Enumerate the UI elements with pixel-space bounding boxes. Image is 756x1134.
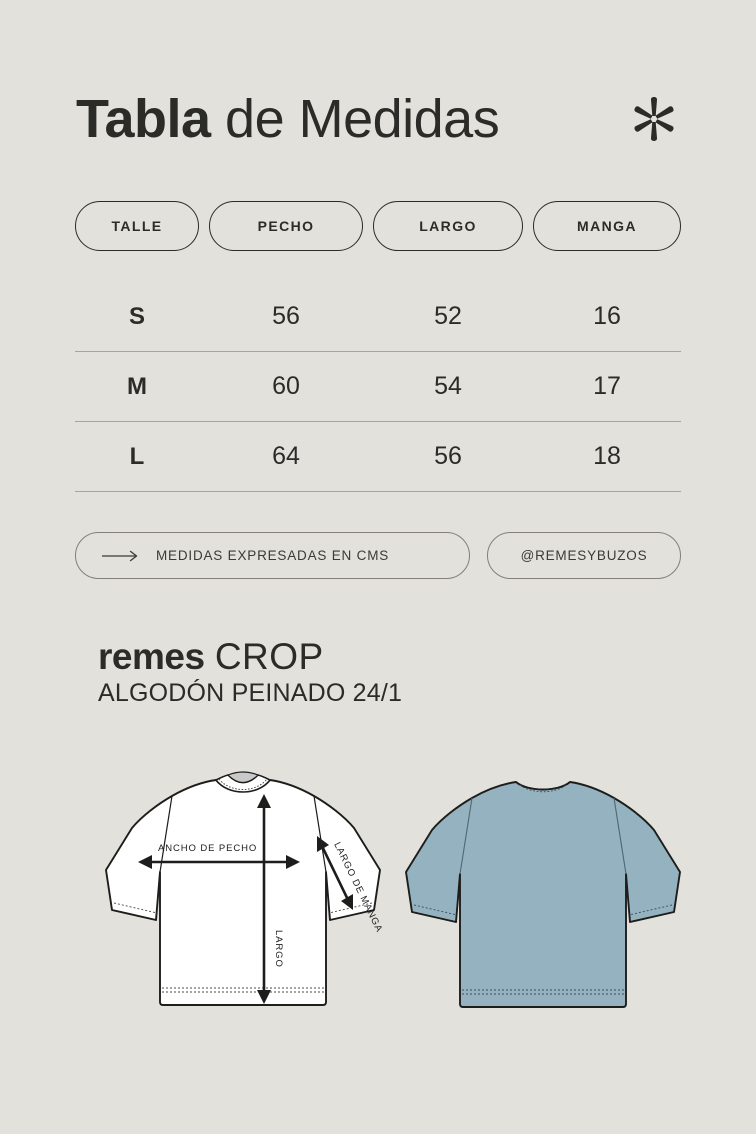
crop-tee-back-technical-drawing: [405, 781, 681, 1008]
cell-pecho: 64: [272, 442, 300, 470]
cell-manga: 18: [593, 442, 621, 470]
column-header-pecho[interactable]: PECHO: [209, 201, 363, 251]
cell-largo: 54: [434, 372, 462, 400]
measure-chest-arrow: [138, 855, 300, 869]
measure-length-label: LARGO: [273, 930, 284, 968]
column-header-largo[interactable]: LARGO: [373, 201, 523, 251]
cell-pecho: 56: [272, 302, 300, 330]
table-column-headers: TALLE PECHO LARGO MANGA: [75, 201, 681, 251]
table-footnotes: MEDIDAS EXPRESADAS EN CMS @REMESYBUZOS: [75, 532, 681, 579]
units-note-label: MEDIDAS EXPRESADAS EN CMS: [156, 548, 390, 563]
measure-length-arrow: [257, 794, 271, 1004]
cell-largo: 52: [434, 302, 462, 330]
garment-back-body: [405, 781, 681, 1008]
product-fabric: ALGODÓN PEINADO 24/1: [98, 678, 403, 707]
page-title-bold: Tabla: [76, 89, 211, 149]
cell-manga: 16: [593, 302, 621, 330]
instagram-handle-pill[interactable]: @REMESYBUZOS: [487, 532, 681, 579]
cell-size: L: [129, 442, 145, 470]
cell-largo: 56: [434, 442, 462, 470]
cell-pecho: 60: [272, 372, 300, 400]
table-row: L 64 56 18: [75, 422, 681, 492]
garment-front-body: [105, 771, 381, 1006]
instagram-handle-label: @REMESYBUZOS: [520, 548, 648, 563]
units-note-pill[interactable]: MEDIDAS EXPRESADAS EN CMS: [75, 532, 470, 579]
measure-sleeve-arrow: [317, 836, 353, 910]
cell-size: M: [127, 372, 147, 400]
page-title-rest: de Medidas: [210, 89, 500, 149]
product-name-light: CROP: [214, 636, 324, 677]
product-heading: remes CROP ALGODÓN PEINADO 24/1: [98, 637, 402, 708]
column-header-largo-label: LARGO: [419, 218, 477, 234]
cell-manga: 17: [593, 372, 621, 400]
column-header-talle-label: TALLE: [111, 218, 163, 234]
measurements-table: S 56 52 16 M 60 54 17 L 64 56 18: [75, 282, 681, 492]
technical-drawings: ANCHO DE PECHO LARGO LARGO DE MANGA: [0, 752, 756, 1052]
column-header-talle[interactable]: TALLE: [75, 201, 199, 251]
asterisk-icon: [634, 97, 674, 141]
table-row: M 60 54 17: [75, 352, 681, 422]
product-name: remes CROP: [98, 637, 402, 677]
table-row: S 56 52 16: [75, 282, 681, 352]
column-header-manga[interactable]: MANGA: [533, 201, 681, 251]
crop-tee-front-technical-drawing: ANCHO DE PECHO LARGO LARGO DE MANGA: [105, 771, 385, 1006]
measure-chest-label: ANCHO DE PECHO: [158, 843, 257, 854]
page-header: Tabla de Medidas: [76, 78, 688, 160]
arrow-right-icon: [102, 550, 138, 561]
product-name-bold: remes: [98, 636, 205, 677]
column-header-manga-label: MANGA: [577, 218, 637, 234]
cell-size: S: [128, 302, 145, 330]
column-header-pecho-label: PECHO: [257, 218, 315, 234]
page-title: Tabla de Medidas: [76, 89, 500, 149]
